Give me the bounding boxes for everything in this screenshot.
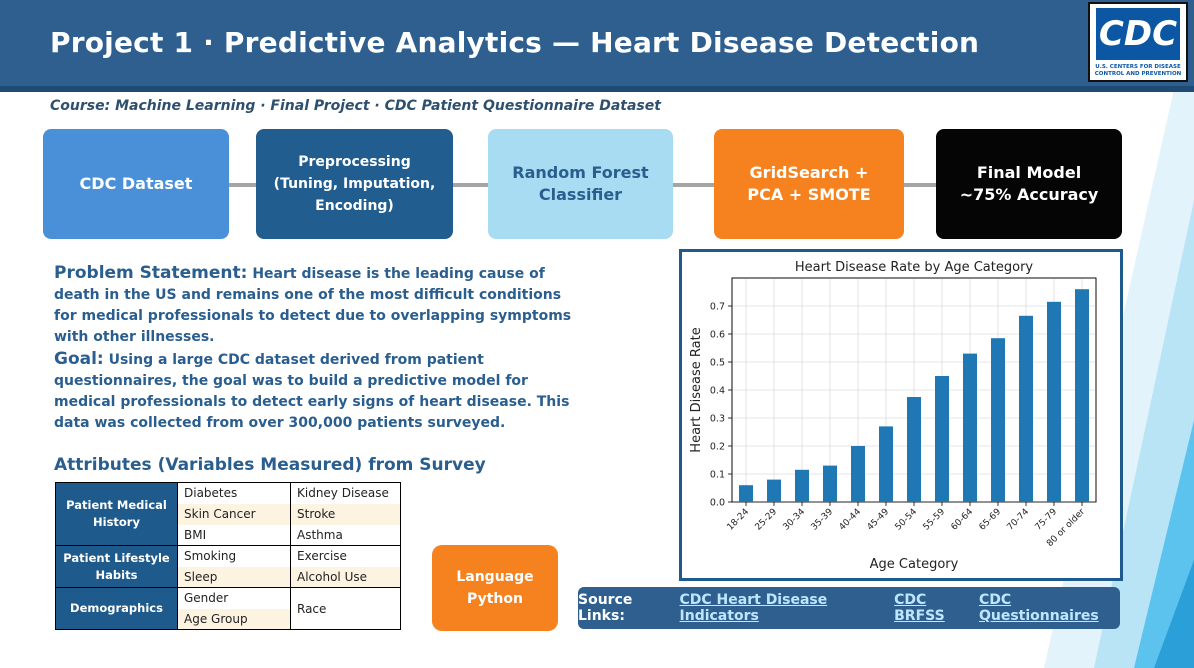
- table-row: Sleep Alcohol Use: [56, 566, 401, 588]
- cdc-logo-subtext: U.S. CENTERS FOR DISEASE CONTROL AND PRE…: [1094, 64, 1182, 77]
- x-tick-label: 75-79: [1034, 507, 1060, 533]
- x-tick-label: 30-34: [782, 507, 808, 533]
- attribute-cell: Diabetes: [177, 482, 291, 504]
- bar: [991, 338, 1005, 502]
- table-row: BMI Asthma: [56, 524, 401, 546]
- bar: [879, 426, 893, 502]
- language-label: Language: [456, 569, 534, 585]
- y-tick-label: 0.5: [710, 358, 725, 369]
- cdc-logo-text: CDC: [1098, 14, 1178, 54]
- cdc-logo: CDC U.S. CENTERS FOR DISEASE CONTROL AND…: [1088, 2, 1188, 82]
- y-tick-label: 0.4: [710, 386, 725, 397]
- category-cell: Patient Medical History: [55, 482, 178, 546]
- y-tick-label: 0.7: [710, 302, 725, 313]
- attributes-table: Patient Medical History Diabetes Kidney …: [55, 482, 401, 630]
- y-tick-label: 0.2: [710, 442, 725, 453]
- bar: [907, 397, 921, 502]
- x-tick-label: 45-49: [866, 507, 892, 533]
- pipeline-step-label: Preprocessing (Tuning, Imputation, Encod…: [273, 154, 436, 214]
- attribute-cell: Age Group: [177, 608, 291, 630]
- goal-section: Goal: Using a large CDC dataset derived …: [54, 349, 574, 434]
- x-tick-label: 40-44: [838, 507, 864, 533]
- pipeline-step-label: Random Forest Classifier: [512, 163, 649, 204]
- x-tick-label: 18-24: [726, 507, 752, 533]
- bar: [1047, 301, 1061, 502]
- attribute-cell: Asthma: [290, 524, 401, 546]
- attributes-heading: Attributes (Variables Measured) from Sur…: [54, 455, 486, 475]
- y-tick-label: 0.3: [710, 414, 725, 425]
- attribute-cell: BMI: [177, 524, 291, 546]
- category-cell: Patient Lifestyle Habits: [55, 545, 178, 588]
- link-cdc-heart-disease-indicators[interactable]: CDC Heart Disease Indicators: [679, 592, 828, 624]
- pipeline-step-label: GridSearch + PCA + SMOTE: [747, 163, 871, 204]
- x-tick-label: 60-64: [950, 507, 976, 533]
- chart-title: Heart Disease Rate by Age Category: [795, 260, 1034, 275]
- table-row: Patient Lifestyle Habits Smoking Exercis…: [55, 545, 401, 588]
- pipeline-step-final-model: Final Model ~75% Accuracy: [936, 129, 1122, 239]
- attribute-cell: Alcohol Use: [290, 566, 401, 588]
- x-tick-label: 70-74: [1006, 507, 1032, 533]
- attribute-cell: Kidney Disease: [290, 482, 401, 504]
- cdc-logo-mark: CDC: [1096, 8, 1180, 60]
- x-tick-label: 50-54: [894, 507, 920, 533]
- table-row: Patient Medical History Diabetes Kidney …: [55, 482, 401, 546]
- goal-heading: Goal:: [54, 349, 104, 369]
- bar: [851, 446, 865, 502]
- x-tick-label: 35-39: [810, 507, 836, 533]
- bar: [767, 479, 781, 502]
- source-links-label: Source Links:: [578, 592, 633, 624]
- attribute-cell: Gender: [177, 587, 291, 609]
- x-axis-label: Age Category: [870, 557, 959, 572]
- table-row: Demographics Gender Race: [55, 587, 401, 630]
- attribute-cell: Exercise: [290, 545, 401, 567]
- y-tick-label: 0.6: [710, 330, 725, 341]
- language-value: Python: [467, 591, 523, 607]
- link-cdc-questionnaires[interactable]: CDC Questionnaires: [978, 592, 1099, 624]
- x-tick-label: 25-29: [754, 507, 780, 533]
- attribute-cell: Smoking: [177, 545, 291, 567]
- attribute-cell: Race: [290, 587, 401, 630]
- x-tick-label: 55-59: [922, 507, 948, 533]
- header-bar: Project 1 · Predictive Analytics — Heart…: [0, 0, 1194, 86]
- attribute-cell: Sleep: [177, 566, 291, 588]
- y-tick-label: 0.0: [710, 498, 725, 509]
- x-tick-label: 65-69: [978, 507, 1004, 533]
- chart-panel: 0.0 0.1 0.2 0.3 0.4 0.5 0.6 0.7 18-24 25-29 30-34 3…: [679, 249, 1123, 581]
- problem-statement-heading: Problem Statement:: [54, 263, 248, 283]
- goal-text: Using a large CDC dataset derived from p…: [54, 352, 570, 431]
- header-stripe: [0, 86, 1194, 92]
- bar: [1019, 315, 1033, 502]
- source-links-bar: Source Links: CDC Heart Disease Indicato…: [578, 587, 1120, 629]
- heart-disease-bar-chart: 0.0 0.1 0.2 0.3 0.4 0.5 0.6 0.7 18-24 25-29 30-34 3…: [689, 260, 1097, 572]
- bar: [935, 376, 949, 502]
- bar: [1075, 289, 1089, 502]
- page-title: Project 1 · Predictive Analytics — Heart…: [50, 26, 980, 59]
- attribute-cell: Stroke: [290, 503, 401, 525]
- pipeline-step-random-forest: Random Forest Classifier: [488, 129, 673, 239]
- y-tick-label: 0.1: [710, 470, 725, 481]
- pipeline-step-dataset: CDC Dataset: [43, 129, 229, 239]
- attribute-cell: Skin Cancer: [177, 503, 291, 525]
- pipeline-step-label: CDC Dataset: [79, 174, 193, 193]
- pipeline-step-gridsearch: GridSearch + PCA + SMOTE: [714, 129, 904, 239]
- bar: [963, 353, 977, 502]
- pipeline-step-label: Final Model ~75% Accuracy: [959, 163, 1099, 204]
- table-row: Skin Cancer Stroke: [56, 503, 401, 525]
- problem-statement: Problem Statement: Heart disease is the …: [54, 263, 574, 348]
- bar: [823, 465, 837, 502]
- bar: [795, 469, 809, 502]
- pipeline-step-preprocessing: Preprocessing (Tuning, Imputation, Encod…: [256, 129, 453, 239]
- category-cell: Demographics: [55, 587, 178, 630]
- table-row: Age Group: [56, 608, 401, 630]
- language-badge: Language Python: [432, 545, 558, 631]
- course-subtitle: Course: Machine Learning · Final Project…: [50, 98, 661, 114]
- link-cdc-brfss[interactable]: CDC BRFSS: [894, 592, 945, 624]
- bar: [739, 485, 753, 502]
- problem-statement-text: Heart disease is the leading cause of de…: [54, 266, 572, 345]
- y-axis-label: Heart Disease Rate: [689, 327, 704, 452]
